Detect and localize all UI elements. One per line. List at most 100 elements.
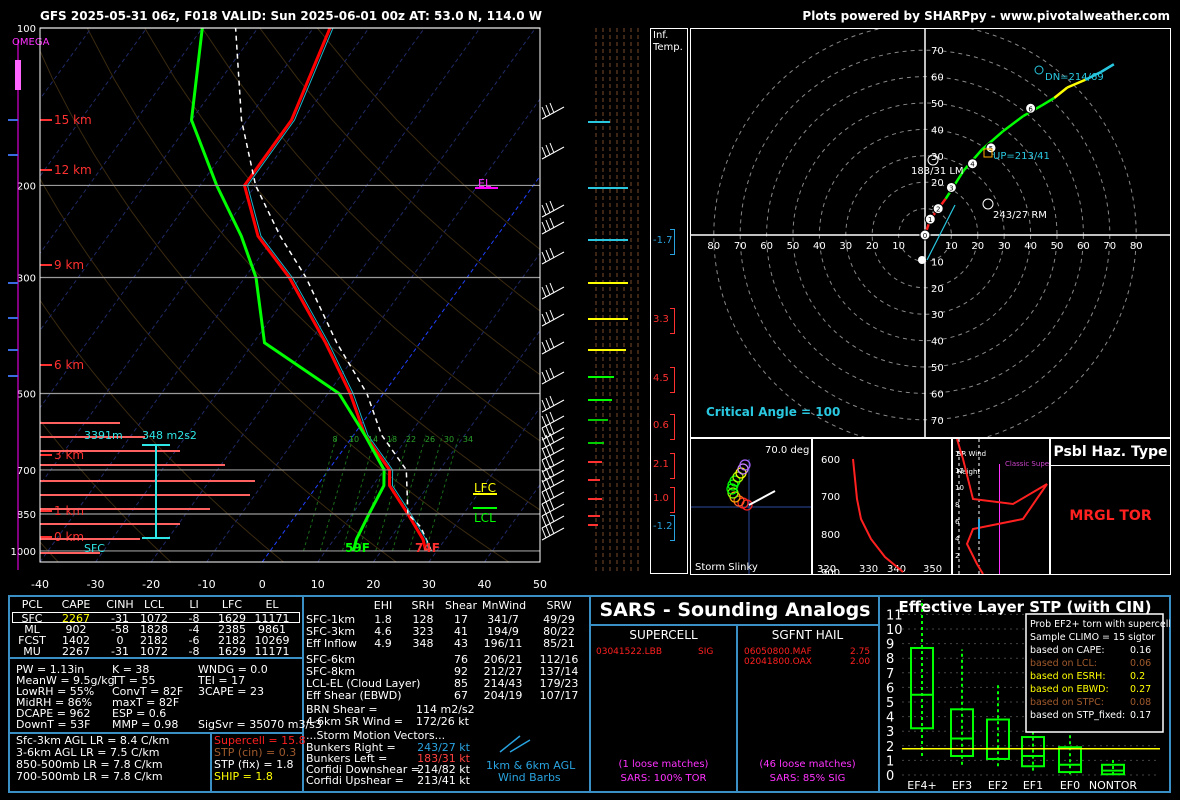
index-value: K = 38 [112,663,150,676]
wind-barb-flag [549,102,555,114]
stp-legend-text: Sample CLIMO = 15 sigtor [1030,632,1155,643]
hodo-marker-0 [918,256,926,264]
composite-index: Supercell = 15.8 [214,734,306,747]
parcel-table: PCL CAPE CINH LCL LI LFC EL SFC 2267 -31 1072 -8 162… [12,598,302,658]
parcel-cell: 0 [116,634,124,647]
hodo-segment [1066,78,1086,89]
isotherm [261,175,540,562]
mixing-ratio-line [425,434,460,552]
parcel-cell: 2182 [218,634,246,647]
mixing-ratio-label: 14 [368,435,378,444]
barb-caption-1: 1km & 6km AGL [486,759,576,772]
temp-tick-label: 50 [533,578,547,591]
hodo-marker [985,142,997,154]
dry-adiabat [40,177,397,562]
stp-y-tick: 5 [886,696,894,711]
hodo-tick-w: 60 [760,241,773,252]
temp-tick-label: -20 [142,578,160,591]
hodo-tick-s: 70 [931,416,944,427]
slinky-ring [727,487,739,499]
sars-title: SARS - Sounding Analogs [599,599,871,621]
index-value: SigSvr = 35070 m3/s3 [198,718,322,731]
kin-cell: 137/14 [539,665,579,678]
index-value: LowRH = 55% [16,685,95,698]
stp-y-tick: 3 [886,725,894,740]
storm-motion-label: Bunkers Right = [306,741,396,754]
surface-temp-label: 74F [415,541,440,555]
wind-barb-flag [541,459,547,471]
hodo-tick-e: 80 [1130,241,1143,252]
hodo-tick-w: 30 [839,241,852,252]
theta-y-tick: 600 [821,455,840,466]
wind-barb-flag [541,436,547,448]
height-label: 9 km [54,258,84,272]
wind-barb-flag [549,511,555,523]
lm-marker [927,154,939,166]
isotherm [40,28,370,486]
parcel-cell: 2267 [62,612,90,625]
inf-temp-value: 0.6 [653,420,669,431]
index-value: 3CAPE = 23 [198,685,264,698]
stp-legend-text: based on LCL: [1030,658,1097,669]
stp-category: EF4+ [907,779,937,792]
kin-row-label: SFC-6km [306,653,356,666]
kin-row-label: LCL-EL (Cloud Layer) [306,677,421,690]
eff-layer-srh-label: 348 m2s2 [142,429,197,442]
wind-barb-flag [549,432,555,444]
dn-marker [1034,65,1044,75]
wind-barb [541,146,565,160]
hodo-marker-label: 0 [923,232,927,240]
kin-cell: 194/9 [487,625,519,638]
hodo-segment [1100,63,1115,74]
wind-barb-flag [549,282,555,294]
parcel-header: EL [265,598,279,611]
lapse-rate: 850-500mb LR = 7.8 C/km [16,758,163,771]
kin-cell: 85 [454,677,468,690]
stp-legend-text: based on CAPE: [1030,645,1105,656]
hodo-segment [1040,96,1056,107]
supercell-loose: (1 loose matches) [618,759,709,770]
kin-cell: 43 [454,637,468,650]
hodograph-panel: 1010101020202020303030304040404050505050… [690,20,1171,453]
hail-sars: SARS: 85% SIG [769,773,846,784]
mixing-ratio-line [319,434,355,552]
wind-barb-flag [545,311,551,323]
parcel-cell: 9861 [258,623,286,636]
hail-title: SGFNT HAIL [771,628,844,642]
hodo-tick-n: 50 [931,99,944,110]
parcel-cell: 2182 [140,634,168,647]
hodo-tick-w: 10 [892,241,905,252]
wind-barb-flag [545,249,551,261]
slinky-ring [726,483,738,495]
wind-barb-flag [541,146,547,158]
wind-barb-flag [541,527,547,539]
stp-legend-text: based on STP_fixed: [1030,710,1125,721]
temp-tick-label: 30 [422,578,436,591]
kin-cell: 80/22 [543,625,575,638]
slinky-panel: 70.0 deg Storm Slinky [690,438,812,575]
temp-tick-label: 10 [311,578,325,591]
wind-barb [541,286,565,300]
hodo-tick-e: 30 [998,241,1011,252]
kin-cell: 92 [454,665,468,678]
hodo-segment [1053,86,1069,99]
kin-row-label: Eff Inflow [306,637,357,650]
isotherm [150,28,536,562]
barb-caption-2: Wind Barbs [498,771,561,784]
hodo-tick-w: 80 [707,241,720,252]
wind-barb-flag [549,411,555,423]
wind-barb-flag [541,427,547,439]
kin-cell: 112/16 [539,653,579,666]
inf-temp-bar [670,515,675,541]
up-label: UP=213/41 [993,151,1050,162]
supercell-match-type: SIG [698,647,714,657]
wind-barb-flag [545,202,551,214]
inf-temp-panel: Inf. Temp. -1.7 3.3 4.5 0.6 2.1 1.0 -1.2 [650,28,688,574]
wind-barb-flag [549,499,555,511]
wind-barb-flag [545,457,551,469]
hodo-tick-s: 40 [931,337,944,348]
theta-x-tick: 320 [817,564,836,574]
kin-cell: 41 [454,625,468,638]
parcel-cell: 902 [65,623,87,636]
